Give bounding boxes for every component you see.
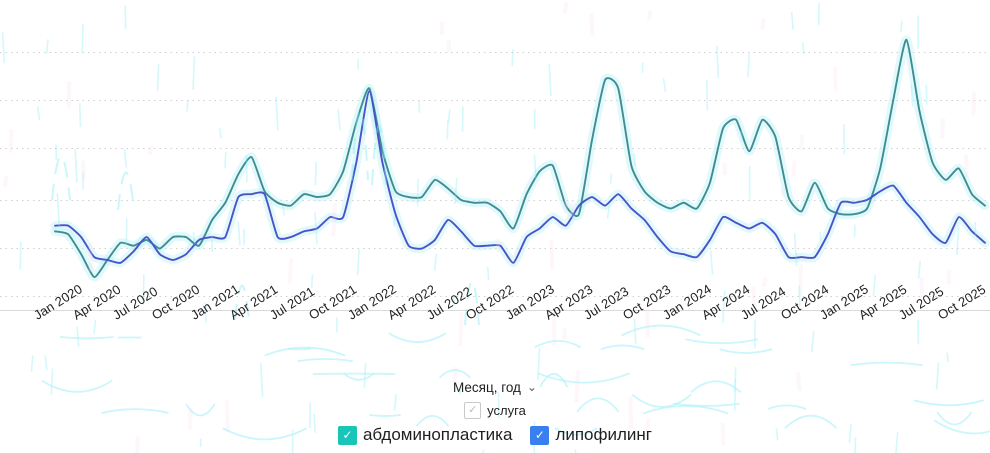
watermark-stroke <box>574 449 577 453</box>
legend-series-row: ✓ абдоминопластика ✓ липофилинг <box>337 425 652 445</box>
chart-legend: ✓ услуга ✓ абдоминопластика ✓ липофилинг <box>0 402 990 445</box>
legend-item-label: липофилинг <box>555 425 653 444</box>
chart-series-glow <box>50 35 990 282</box>
chevron-down-icon: ⌄ <box>526 380 537 394</box>
legend-group-row: ✓ услуга <box>464 402 526 419</box>
legend-item-label: услуга <box>487 403 526 418</box>
watermark-stroke <box>482 449 485 453</box>
legend-item-услуга[interactable]: ✓ услуга <box>464 402 526 419</box>
chart-svg <box>0 35 990 311</box>
checkbox-icon[interactable]: ✓ <box>337 425 357 445</box>
series-line-липофилинг[interactable] <box>54 90 986 264</box>
chart-series-lines <box>54 38 986 279</box>
chart-gridlines <box>0 52 990 297</box>
checkbox-icon[interactable]: ✓ <box>464 402 482 419</box>
legend-item-label: абдоминопластика <box>362 425 513 444</box>
checkbox-icon[interactable]: ✓ <box>530 425 550 445</box>
x-axis-title-dropdown[interactable]: Месяц, год ⌄ <box>0 380 990 395</box>
legend-item-липофилинг[interactable]: ✓ липофилинг <box>530 425 652 445</box>
series-line-абдоминопластика[interactable] <box>54 38 986 279</box>
chart-plot-area <box>0 35 990 311</box>
x-axis-title-label: Месяц, год <box>453 380 521 395</box>
x-axis-tick-labels: Jan 2020 Apr 2020 Jul 2020 Oct 2020 Jan 2021… <box>0 281 990 380</box>
legend-item-абдоминопластика[interactable]: ✓ абдоминопластика <box>337 425 513 445</box>
series-glow-липофилинг <box>50 86 990 268</box>
